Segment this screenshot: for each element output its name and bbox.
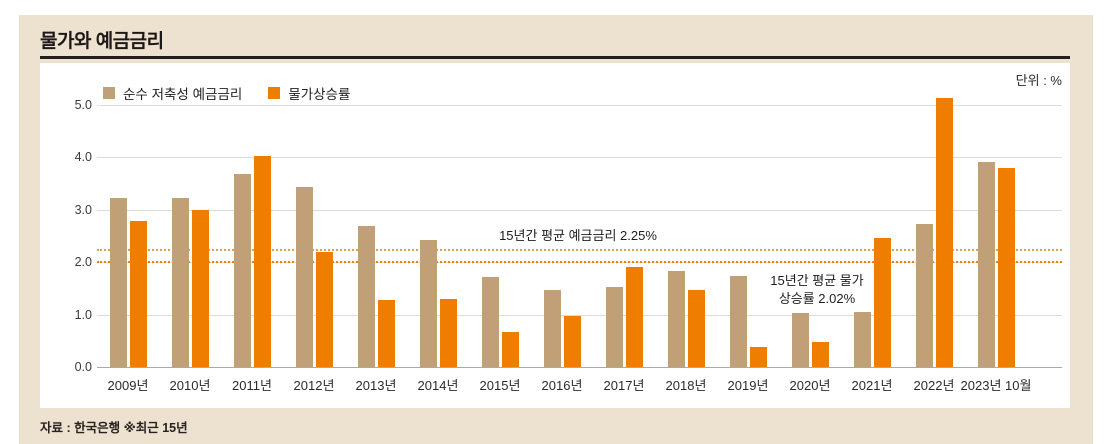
x-axis-tick-label: 2009년	[107, 378, 149, 393]
y-axis-tick-label: 2.0	[74, 255, 92, 270]
average-reference-line	[97, 261, 1062, 264]
legend-swatch-inflation	[268, 87, 281, 99]
deposit-rate-bar	[605, 287, 623, 367]
y-axis-tick-label: 3.0	[74, 202, 92, 217]
inflation-bar	[129, 221, 147, 367]
x-axis-tick-label: 2018년	[665, 378, 707, 393]
inflation-bar	[377, 300, 395, 367]
y-axis-tick-label: 4.0	[74, 150, 92, 165]
deposit-rate-bar	[233, 173, 251, 367]
x-axis-tick-label: 2010년	[169, 378, 211, 393]
unit-label: 단위 : %	[1015, 73, 1062, 88]
x-axis-tick-label: 2022년	[913, 378, 955, 393]
inflation-bar	[997, 167, 1015, 367]
inflation-bar	[439, 298, 457, 367]
y-axis-tick-label: 5.0	[74, 98, 92, 112]
inflation-bar	[625, 267, 643, 367]
deposit-rate-bar	[171, 198, 189, 367]
chart-title: 물가와 예금금리	[40, 31, 164, 52]
plot-area: 0.0 1.0 2.0 3.0 4.0 5.0 2009년 2010년 2011년 2012년 20…	[40, 63, 1070, 408]
x-axis-tick-label: 2016년	[541, 378, 583, 393]
inflation-average-annotation: 15년간 평균 물가 상승률 2.02%	[770, 272, 863, 308]
gridline	[97, 314, 1062, 316]
legend: 순수 저축성 예금금리 물가상승률	[103, 83, 350, 103]
deposit-rate-bar	[543, 290, 561, 367]
inflation-bar	[811, 342, 829, 367]
deposit-rate-bar	[419, 239, 437, 367]
x-axis-tick-label: 2014년	[417, 378, 459, 393]
deposit-rate-bar	[791, 313, 809, 367]
gridline	[97, 209, 1062, 211]
gridline	[97, 157, 1062, 159]
source-note: 자료 : 한국은행 ※최근 15년	[40, 421, 188, 435]
average-reference-line	[97, 249, 1062, 252]
deposit-rate-bar	[357, 225, 375, 367]
deposit-rate-bar	[853, 311, 871, 367]
y-axis-tick-label: 0.0	[74, 360, 92, 374]
inflation-bar	[253, 155, 271, 367]
inflation-bar	[687, 290, 705, 367]
gridline	[97, 105, 1062, 106]
inflation-bar	[315, 251, 333, 367]
inflation-bar	[935, 98, 953, 367]
deposit-rate-bar	[109, 197, 127, 367]
legend-swatch-deposit-rate	[103, 87, 115, 99]
x-axis-tick-label: 2011년	[232, 378, 272, 393]
deposit-rate-bar	[729, 276, 747, 367]
inflation-bar	[873, 237, 891, 367]
x-axis-tick-label: 2019년	[727, 378, 769, 393]
inflation-bar	[563, 315, 581, 367]
x-axis-tick-label: 2023년 10월	[960, 378, 1032, 393]
deposit-rate-bar	[667, 270, 685, 367]
deposit-rate-bar	[915, 224, 933, 367]
x-axis-tick-label: 2013년	[355, 378, 397, 393]
x-axis-line	[97, 367, 1062, 368]
deposit-rate-bar	[481, 276, 499, 367]
x-axis-tick-label: 2017년	[603, 378, 645, 393]
inflation-bar	[749, 347, 767, 367]
deposit-rate-bar	[295, 186, 313, 367]
x-axis-tick-label: 2020년	[789, 378, 831, 393]
title-underline	[40, 56, 1070, 59]
y-axis-tick-label: 1.0	[74, 307, 92, 322]
x-axis-tick-label: 2015년	[479, 378, 521, 393]
deposit-rate-bar	[977, 161, 995, 367]
legend-label-deposit-rate: 순수 저축성 예금금리	[123, 87, 243, 102]
inflation-average-annotation-line2: 상승률 2.02%	[778, 291, 856, 306]
x-axis-tick-label: 2012년	[293, 378, 335, 393]
x-axis-tick-label: 2021년	[851, 378, 893, 393]
deposit-average-annotation: 15년간 평균 예금금리 2.25%	[499, 228, 657, 243]
inflation-bar	[501, 332, 519, 367]
inflation-bar	[191, 209, 209, 367]
legend-label-inflation: 물가상승률	[288, 87, 351, 102]
chart-area: 단위 : % 순수 저축성 예금금리 물가상승률 0.0 1.0 2.0 3.0 4.0…	[40, 63, 1070, 408]
inflation-average-annotation-line1: 15년간 평균 물가	[770, 273, 864, 288]
